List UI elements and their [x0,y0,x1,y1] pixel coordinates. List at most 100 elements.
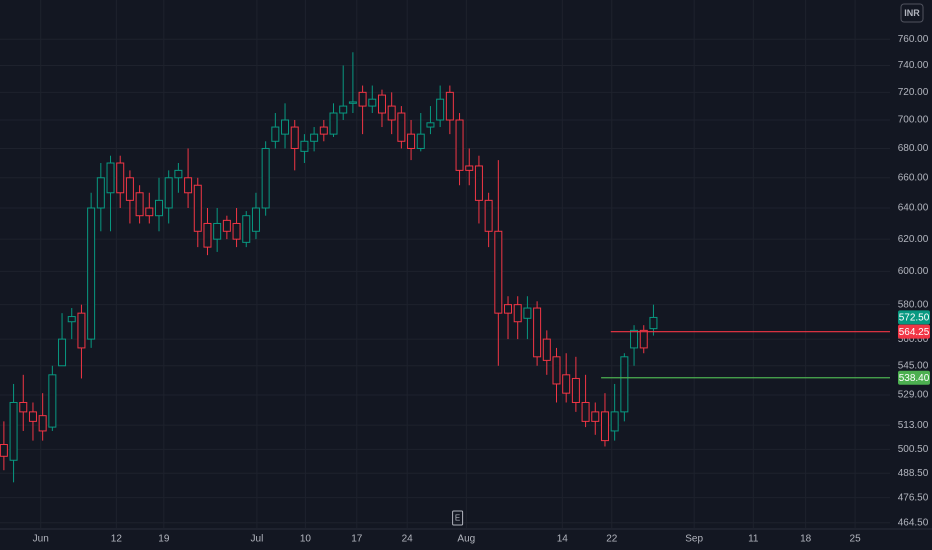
candle-body [387,105,396,121]
candle-body [38,415,47,432]
candle [649,304,658,336]
candle-body [58,338,67,367]
currency-box[interactable] [900,3,924,23]
candle-body [0,444,8,457]
candle-body [620,356,629,413]
candle [38,393,47,441]
candle-body [377,94,386,114]
price-tag-label: 572.50 [899,313,930,324]
x-tick-label: 22 [606,534,618,545]
candle-body [445,91,454,121]
y-tick-label: 580.00 [898,299,929,310]
price-tag [898,324,930,339]
price-tag [898,310,930,325]
candle [106,155,115,232]
currency: INR [904,8,920,18]
candle-body [339,105,348,114]
candle [96,163,105,232]
y-tick-label: 600.00 [898,266,929,277]
candle-body [610,411,619,432]
candle-body [600,411,609,442]
candle-body [319,126,328,135]
candle-body [19,401,28,413]
candle-body [484,199,493,232]
x-tick-label: 25 [850,534,862,545]
candle [591,402,600,435]
candle-body [174,169,183,179]
x-tick-label: 17 [351,534,363,545]
y-tick-label: 680.00 [898,143,929,154]
candle [319,120,328,142]
candle-body [571,377,580,403]
y-tick-label: 545.00 [898,360,929,371]
candle [368,85,377,114]
candle-body [193,184,202,232]
candle-body [562,374,571,394]
candle [416,113,425,152]
candle-body [261,147,270,209]
candle-body [474,165,483,201]
x-tick-label: Jun [33,534,49,545]
candle-body [87,207,96,340]
candle [281,103,290,149]
candle-body [125,177,134,201]
candle [581,374,590,428]
candle-body [67,316,76,323]
candle [600,393,609,447]
candle [193,177,202,248]
candle-body [48,374,57,428]
candle-body [552,356,561,385]
candle [125,170,134,224]
candle-body [222,219,231,232]
candle-body [630,329,639,349]
candle [174,163,183,193]
candle-body [310,133,319,142]
y-tick-label: 464.50 [898,517,929,528]
candle-body [135,192,144,217]
candle [484,192,493,248]
candle [426,106,435,135]
y-tick-label: 560.00 [898,334,929,345]
candle [562,353,571,403]
candle [9,383,18,483]
candle [154,177,163,232]
candle-body [242,215,251,243]
candle [620,353,629,422]
candle [87,192,96,348]
candle-body [494,230,503,314]
candle-body [106,162,115,194]
candle [474,155,483,224]
candle-body [9,401,18,461]
candle-body [281,119,290,135]
candle [271,113,280,149]
candle [145,192,154,224]
price-tag [898,370,930,385]
candle [339,65,348,121]
y-tick-label: 660.00 [898,172,929,183]
candle-body [513,304,522,323]
candle-body [154,199,163,217]
x-tick-label: 11 [748,534,759,545]
candle-body [184,177,193,194]
candle-body [271,126,280,142]
y-tick-label: 500.50 [898,444,929,455]
candle [261,141,270,216]
candle-body [416,133,425,149]
candle [203,207,212,256]
candle-body [533,307,542,358]
candle [358,85,367,135]
candle [58,313,67,367]
candle-body [145,207,154,217]
candle-body [203,222,212,248]
candle [377,89,386,128]
candle [387,92,396,135]
candle [455,113,464,186]
candle-body [591,411,600,422]
candle-body [300,140,309,152]
price-tag-label: 564.25 [899,327,930,338]
candle-body [581,401,590,422]
candle [77,304,86,379]
candle-body [290,126,299,149]
candle [542,330,551,375]
candle [533,301,542,366]
